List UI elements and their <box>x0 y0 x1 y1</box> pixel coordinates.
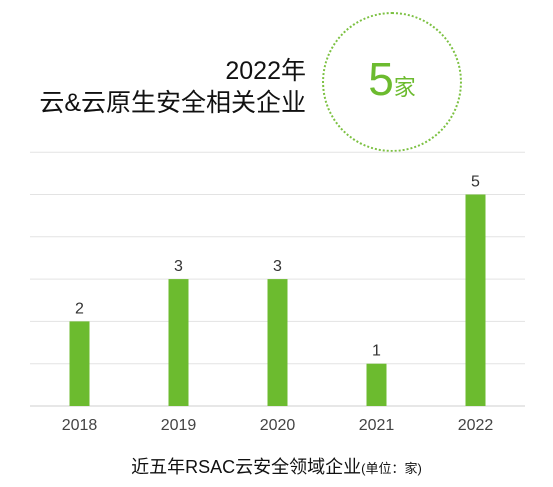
x-tick-labels: 2018 2019 2020 2021 2022 <box>62 417 494 434</box>
header-year: 2022年 <box>225 57 306 85</box>
value-label-2020: 3 <box>273 258 282 275</box>
x-tick-2021: 2021 <box>359 417 395 434</box>
highlight-number: 5 <box>368 53 394 105</box>
value-label-2019: 3 <box>174 258 183 275</box>
highlight-unit: 家 <box>393 75 416 100</box>
bar-2022 <box>465 194 486 406</box>
bar-2021 <box>366 363 387 406</box>
bar-2018 <box>69 321 90 406</box>
value-label-2022: 5 <box>471 174 480 191</box>
header-subtitle: 云&云原生安全相关企业 <box>39 89 306 117</box>
highlight-circle: 5家 <box>322 12 462 152</box>
bars <box>69 194 486 406</box>
x-tick-2018: 2018 <box>62 417 98 434</box>
chart-caption: 近五年RSAC云安全领域企业(单位：家) <box>0 456 553 480</box>
value-labels: 2 3 3 1 5 <box>75 174 480 360</box>
highlight-value: 5家 <box>324 54 460 104</box>
bar-2020 <box>267 279 288 406</box>
chart-unit-note: (单位：家) <box>361 461 422 476</box>
bar-chart: 2 3 3 1 5 2018 2019 2020 2021 2022 <box>30 151 525 434</box>
chart-title: 近五年RSAC云安全领域企业 <box>131 457 362 477</box>
x-tick-2019: 2019 <box>161 417 197 434</box>
value-label-2018: 2 <box>75 300 84 317</box>
value-label-2021: 1 <box>372 343 381 360</box>
x-tick-2020: 2020 <box>260 417 296 434</box>
bar-2019 <box>168 279 189 406</box>
x-tick-2022: 2022 <box>458 417 494 434</box>
